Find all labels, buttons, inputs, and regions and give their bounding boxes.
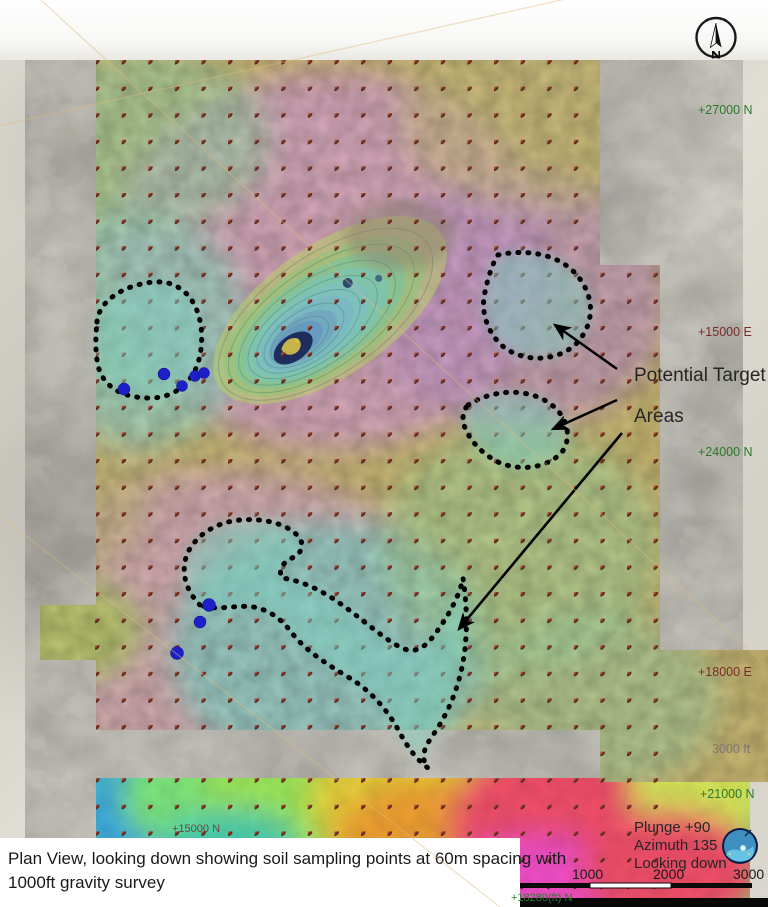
svg-text:Plunge +90: Plunge +90: [634, 819, 710, 836]
svg-text:3000: 3000: [733, 866, 764, 882]
svg-text:Plan View, looking down showin: Plan View, looking down showing soil sam…: [8, 849, 566, 868]
svg-text:Potential Target: Potential Target: [634, 365, 766, 386]
svg-text:1000ft gravity survey: 1000ft gravity survey: [8, 873, 165, 892]
svg-text:Areas: Areas: [634, 406, 684, 427]
svg-text:+18280(ft) N: +18280(ft) N: [511, 892, 573, 904]
svg-text:2000: 2000: [653, 866, 684, 882]
svg-text:+24000 N: +24000 N: [698, 445, 753, 459]
svg-text:+15000 E: +15000 E: [698, 325, 752, 339]
svg-text:Azimuth 135: Azimuth 135: [634, 837, 717, 854]
svg-text:+15000 N: +15000 N: [172, 823, 220, 835]
svg-text:+18000 E: +18000 E: [698, 665, 752, 679]
svg-text:+21000 N: +21000 N: [700, 787, 755, 801]
svg-text:3000 ft: 3000 ft: [712, 742, 751, 756]
svg-text:1000: 1000: [572, 866, 603, 882]
svg-text:+27000 N: +27000 N: [698, 103, 753, 117]
